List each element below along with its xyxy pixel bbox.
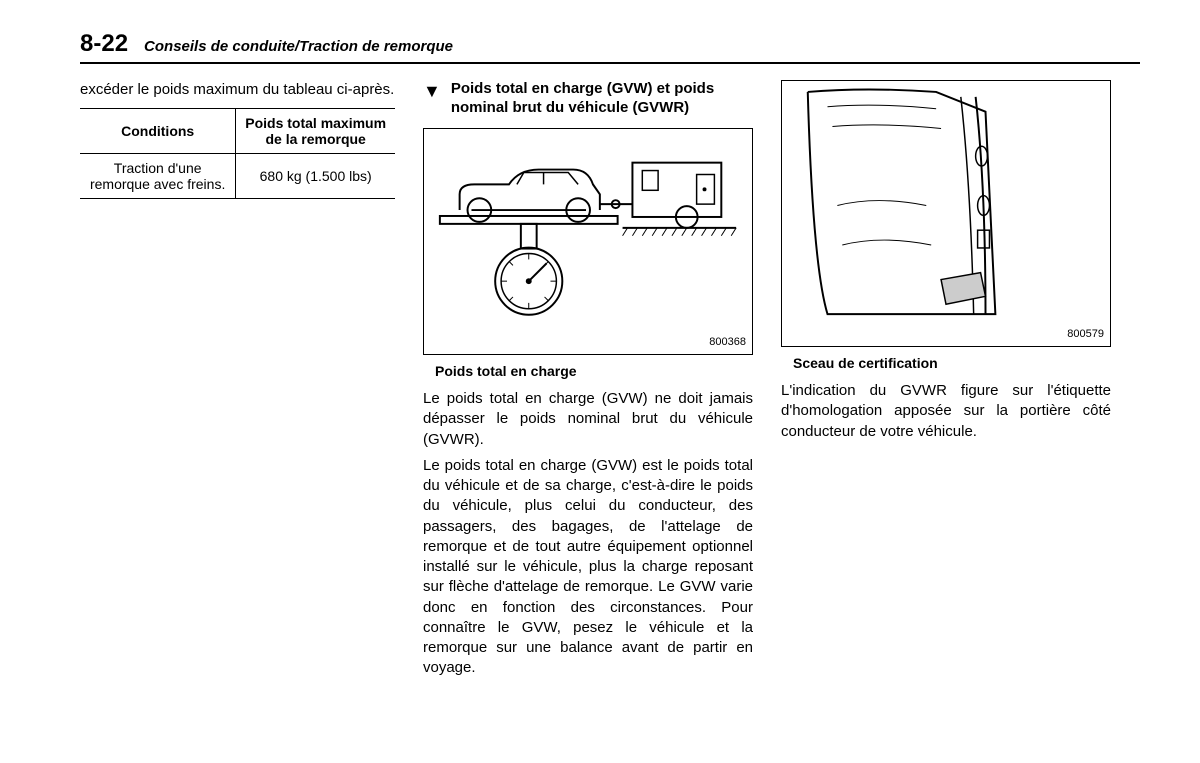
intro-text: excéder le poids maximum du tableau ci-a… [80,80,395,100]
weight-table: Conditions Poids total maximum de la rem… [80,108,395,199]
figure-caption-2: Sceau de certification [793,355,1111,371]
col3-para-1: L'indication du GVWR figure sur l'étique… [781,381,1111,442]
header-title: Conseils de conduite/Traction de remorqu… [144,38,453,55]
figure-caption-1: Poids total en charge [435,363,753,379]
col2-para-2: Le poids total en charge (GVW) est le po… [423,456,753,679]
figure-door-label: 800579 [781,80,1111,347]
section-heading: ▼ Poids total en charge (GVW) et poids n… [423,80,753,118]
section-title: Poids total en charge (GVW) et poids nom… [451,80,753,118]
page-header: 8-22 Conseils de conduite/Traction de re… [80,30,1140,64]
table-cell-conditions: Traction d'une remorque avec freins. [80,154,236,199]
figure-number-2: 800579 [788,328,1104,340]
page-number: 8-22 [80,30,128,58]
table-header-conditions: Conditions [80,109,236,154]
column-3: 800579 Sceau de certification L'indicati… [781,80,1111,685]
column-1: excéder le poids maximum du tableau ci-a… [80,80,395,685]
content-columns: excéder le poids maximum du tableau ci-a… [80,80,1140,685]
table-header-weight: Poids total maximum de la remorque [236,109,395,154]
table-cell-weight: 680 kg (1.500 lbs) [236,154,395,199]
col2-para-1: Le poids total en charge (GVW) ne doit j… [423,389,753,450]
figure-number-1: 800368 [430,336,746,348]
column-2: ▼ Poids total en charge (GVW) et poids n… [423,80,753,685]
triangle-icon: ▼ [423,82,441,100]
figure-vehicle-scale: 800368 [423,128,753,356]
vehicle-scale-diagram [430,135,746,333]
door-pillar-diagram [788,87,1104,324]
